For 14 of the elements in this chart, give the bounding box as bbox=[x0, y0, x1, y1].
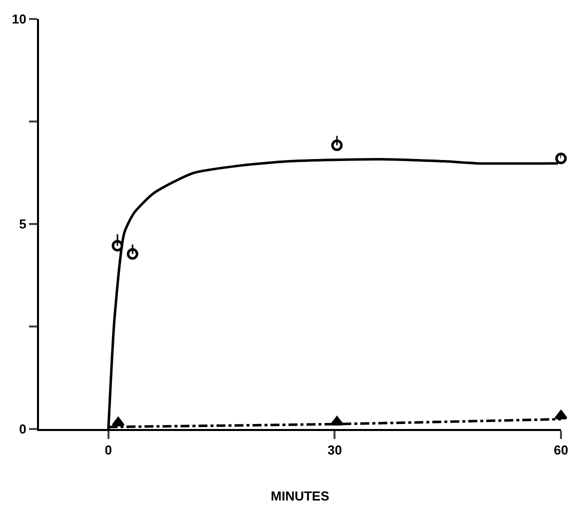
point bbox=[555, 152, 567, 164]
point bbox=[112, 240, 124, 252]
point bbox=[126, 248, 138, 260]
x-tick-label: 30 bbox=[327, 442, 342, 458]
y-tick-label: 5 bbox=[19, 216, 26, 232]
point bbox=[330, 416, 344, 426]
x-axis-title: MINUTES bbox=[270, 488, 330, 504]
x-tick-label: 0 bbox=[104, 442, 112, 458]
y-tick-label: 10 bbox=[12, 12, 26, 27]
y-tick-label: 0 bbox=[19, 422, 26, 437]
point bbox=[554, 410, 568, 420]
x-tick-label: 60 bbox=[554, 442, 568, 458]
point bbox=[331, 140, 343, 152]
point bbox=[112, 417, 125, 426]
